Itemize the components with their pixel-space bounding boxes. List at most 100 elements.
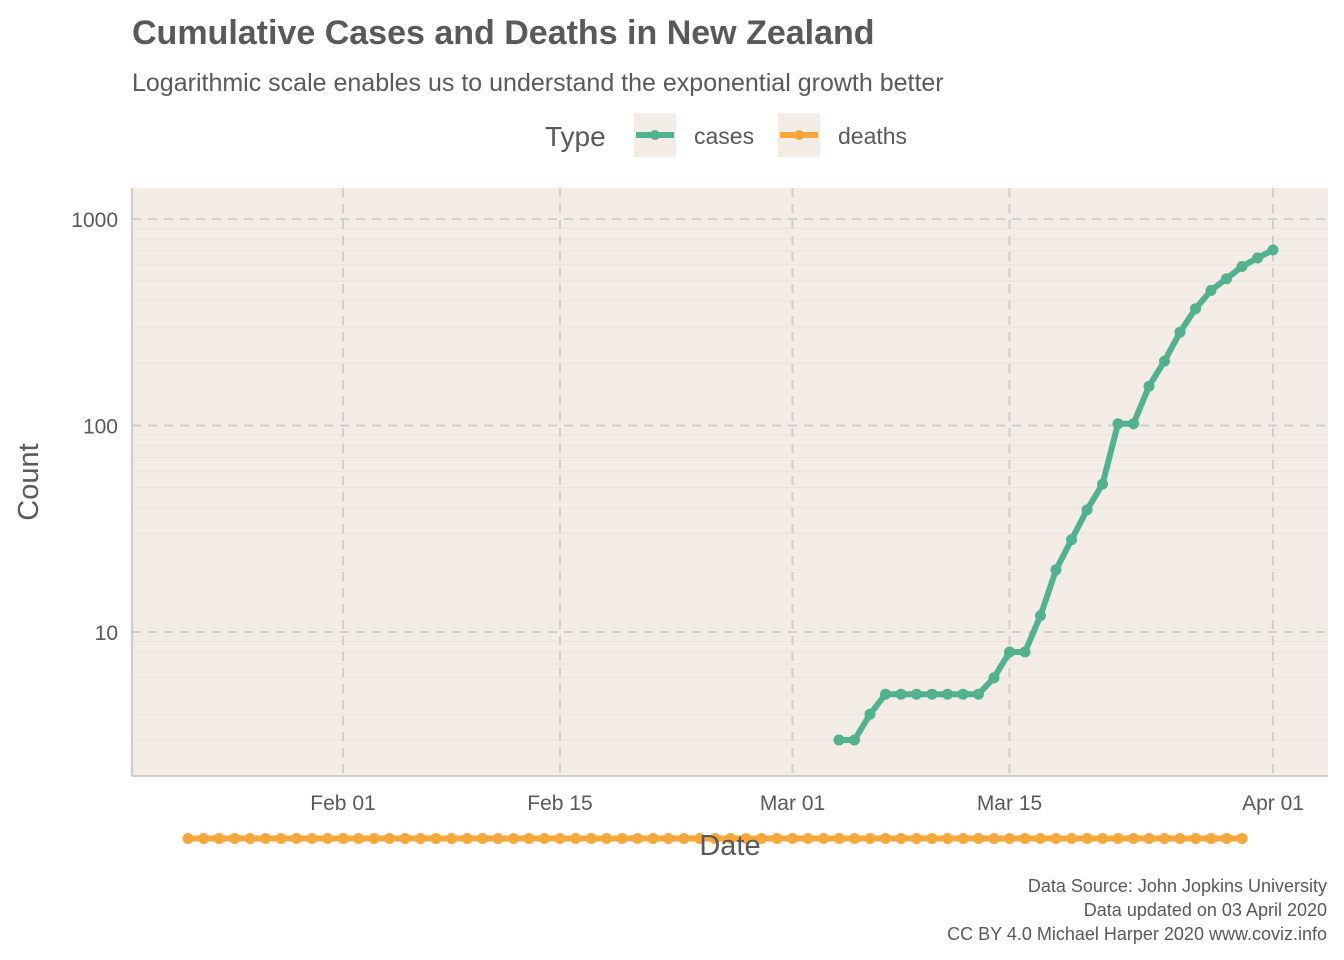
data-point-deaths	[415, 833, 426, 844]
data-point-cases	[1019, 646, 1031, 658]
caption-source: Data Source: John Jopkins University	[1028, 876, 1327, 896]
data-point-deaths	[926, 833, 938, 844]
data-point-deaths	[554, 833, 566, 844]
data-point-deaths	[1112, 833, 1124, 844]
data-point-cases	[1004, 646, 1015, 658]
data-point-deaths	[616, 833, 628, 844]
data-point-cases	[973, 688, 984, 700]
data-point-deaths	[864, 833, 876, 844]
data-point-cases	[1112, 418, 1124, 430]
x-axis-title: Date	[699, 830, 760, 862]
data-point-deaths	[353, 833, 364, 844]
caption-license: CC BY 4.0 Michael Harper 2020 www.coviz.…	[947, 924, 1327, 944]
data-point-cases	[864, 708, 876, 720]
data-point-deaths	[539, 833, 550, 844]
data-point-deaths	[771, 833, 783, 844]
data-point-deaths	[244, 833, 256, 844]
data-point-cases	[1066, 534, 1077, 546]
data-point-deaths	[477, 833, 488, 844]
data-point-cases	[1252, 252, 1263, 264]
data-point-deaths	[1004, 833, 1015, 844]
data-point-cases	[1050, 564, 1062, 576]
data-point-cases	[957, 688, 969, 700]
data-point-deaths	[849, 833, 860, 844]
series-layer	[182, 244, 1279, 844]
data-point-deaths	[1066, 833, 1077, 844]
data-point-deaths	[1236, 833, 1248, 844]
data-point-cases	[1097, 478, 1108, 490]
data-point-cases	[911, 688, 922, 700]
data-point-deaths	[337, 833, 349, 844]
data-point-deaths	[260, 833, 271, 844]
data-point-deaths	[1019, 833, 1031, 844]
data-point-deaths	[570, 833, 581, 844]
data-point-cases	[1035, 610, 1046, 622]
data-point-deaths	[399, 833, 411, 844]
data-point-deaths	[694, 833, 705, 844]
data-point-deaths	[1081, 833, 1093, 844]
data-point-deaths	[508, 833, 519, 844]
data-point-deaths	[322, 833, 333, 844]
data-point-cases	[1267, 244, 1279, 256]
data-point-cases	[942, 688, 953, 700]
data-point-deaths	[368, 833, 380, 844]
data-point-deaths	[198, 833, 209, 844]
data-point-deaths	[585, 833, 597, 844]
data-point-deaths	[833, 833, 845, 844]
data-point-deaths	[1050, 833, 1062, 844]
data-point-deaths	[911, 833, 922, 844]
data-point-deaths	[1128, 833, 1139, 844]
data-point-cases	[1174, 326, 1186, 338]
data-point-deaths	[818, 833, 829, 844]
data-point-deaths	[1143, 833, 1155, 844]
legend-label-deaths: deaths	[838, 123, 907, 149]
data-point-deaths	[973, 833, 984, 844]
data-point-deaths	[802, 833, 814, 844]
data-point-deaths	[523, 833, 535, 844]
data-point-cases	[849, 734, 860, 746]
data-point-deaths	[709, 833, 721, 844]
data-point-deaths	[756, 833, 767, 844]
legend: Type cases deaths	[545, 113, 907, 157]
data-point-deaths	[880, 833, 891, 844]
data-point-deaths	[895, 833, 907, 844]
data-point-deaths	[384, 833, 395, 844]
data-point-cases	[1159, 355, 1170, 367]
data-point-deaths	[229, 833, 240, 844]
minor-gridlines	[132, 227, 1328, 741]
series-cases	[833, 244, 1279, 746]
data-point-deaths	[988, 833, 1000, 844]
data-point-deaths	[601, 833, 612, 844]
y-axis-title: Count	[13, 443, 45, 520]
data-point-deaths	[1205, 833, 1217, 844]
data-point-deaths	[942, 833, 953, 844]
data-point-deaths	[1035, 833, 1046, 844]
data-point-deaths	[740, 833, 752, 844]
data-point-cases	[1081, 504, 1093, 516]
legend-title: Type	[545, 121, 606, 152]
data-point-deaths	[678, 833, 690, 844]
x-tick-label: Mar 01	[760, 792, 825, 815]
data-point-deaths	[213, 833, 225, 844]
data-point-deaths	[430, 833, 442, 844]
data-point-cases	[988, 672, 1000, 684]
data-point-deaths	[182, 833, 194, 844]
data-point-cases	[1190, 303, 1201, 315]
data-point-deaths	[957, 833, 969, 844]
x-tick-label: Feb 15	[527, 792, 592, 815]
data-point-cases	[1128, 418, 1139, 430]
y-tick-label: 10	[95, 622, 118, 645]
data-point-deaths	[492, 833, 504, 844]
data-point-cases	[833, 734, 845, 746]
data-point-cases	[895, 688, 907, 700]
caption-updated: Data updated on 03 April 2020	[1084, 900, 1327, 920]
data-point-cases	[880, 688, 891, 700]
data-point-deaths	[275, 833, 287, 844]
data-point-deaths	[787, 833, 798, 844]
data-point-deaths	[1159, 833, 1170, 844]
data-point-deaths	[647, 833, 659, 844]
data-point-cases	[1236, 261, 1248, 272]
chart-subtitle: Logarithmic scale enables us to understa…	[132, 69, 944, 97]
data-point-deaths	[1174, 833, 1186, 844]
